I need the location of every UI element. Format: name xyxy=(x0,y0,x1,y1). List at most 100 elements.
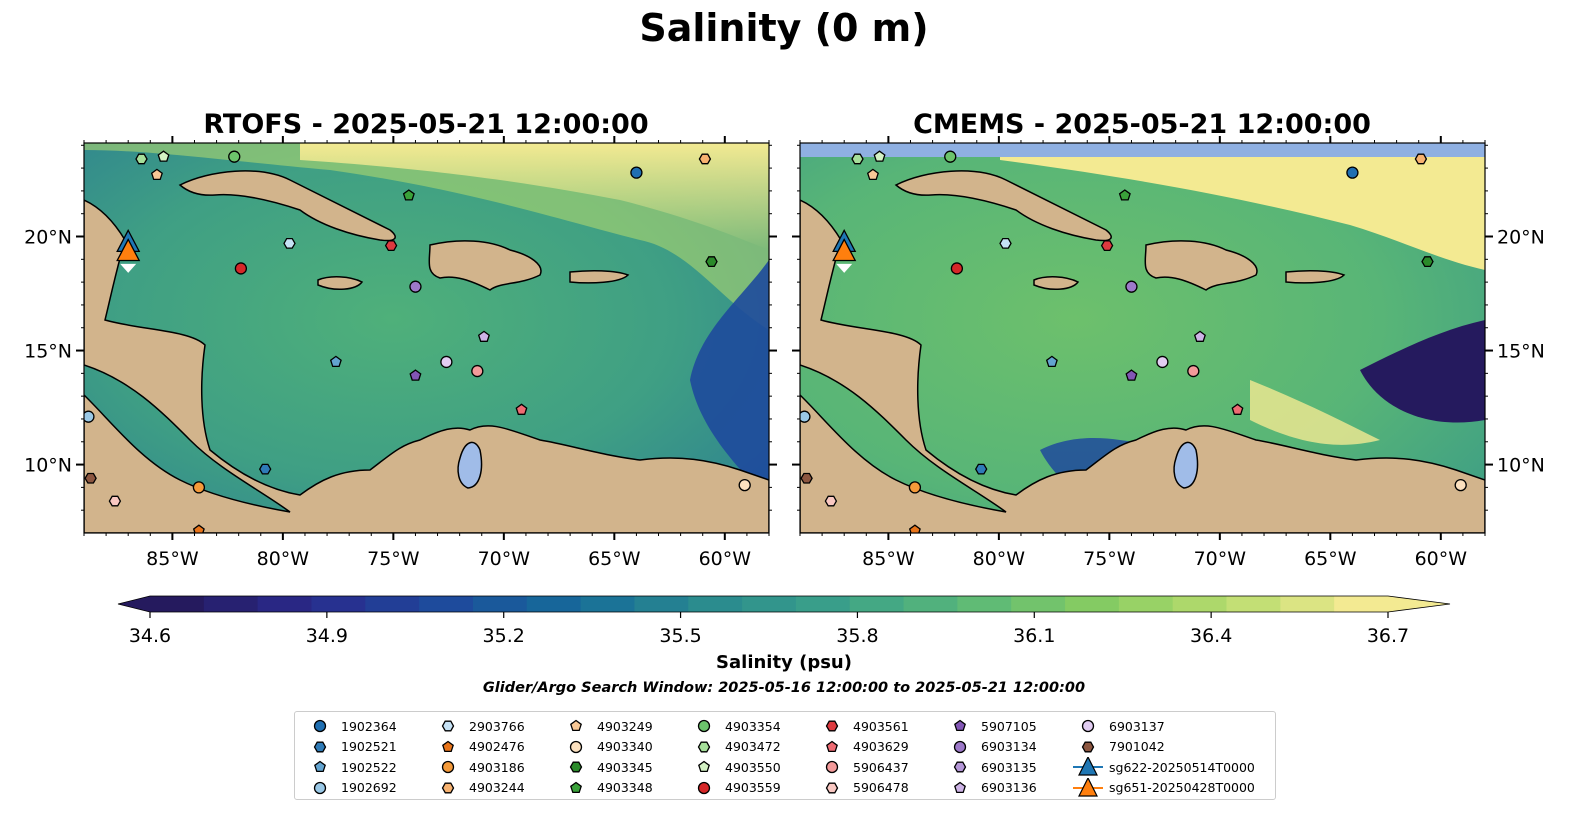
float-marker-6903136 xyxy=(477,330,490,342)
legend-marker-icon xyxy=(1073,777,1103,797)
jamaica-land xyxy=(317,276,364,290)
legend-marker-icon xyxy=(953,740,967,753)
no-data-strip xyxy=(800,143,1485,157)
float-marker-4902476 xyxy=(192,524,205,533)
lon-tick-label: 70°W xyxy=(478,548,531,570)
legend-marker-icon xyxy=(826,740,838,752)
lake-maracaibo xyxy=(1173,441,1199,489)
legend-marker-icon xyxy=(441,782,455,794)
colorbar-min-extension xyxy=(118,596,150,612)
legend-marker-icon xyxy=(570,719,582,732)
legend-item: 4903340 xyxy=(559,737,687,758)
float-marker-2903766 xyxy=(999,237,1012,249)
low-salinity-east-region xyxy=(1360,320,1485,423)
lon-tick-label: 80°W xyxy=(973,548,1026,570)
legend-label: sg622-20250514T0000 xyxy=(1109,759,1255,775)
legend-label: 4903559 xyxy=(725,780,781,796)
float-marker-4902476 xyxy=(908,524,921,533)
colorbar-step xyxy=(795,596,851,612)
legend-marker-icon xyxy=(442,740,454,752)
float-marker-4903559 xyxy=(234,262,248,275)
legend-marker xyxy=(825,782,839,794)
float-marker-4903340 xyxy=(738,478,751,492)
float-marker-6903137 xyxy=(1156,355,1169,369)
high-salinity-band xyxy=(1250,380,1380,445)
legend-marker xyxy=(441,761,455,774)
colorbar-step xyxy=(1280,596,1335,612)
legend-label: 2903766 xyxy=(469,718,525,734)
high-salinity-north-region xyxy=(1000,143,1485,270)
cmems-map-axes: 85°W 80°W 75°W 70°W 65°W 60°W 20°N 15°N 10°N xyxy=(792,136,1545,570)
float-marker-1902521 xyxy=(258,463,272,475)
colorbar-step xyxy=(150,596,205,612)
figure-title: Salinity (0 m) xyxy=(639,6,928,50)
legend-marker-icon xyxy=(697,720,711,733)
float-marker-7901042 xyxy=(84,472,97,484)
float-marker-4903550 xyxy=(157,150,170,162)
legend-label: 1902692 xyxy=(341,780,397,796)
colorbar-step xyxy=(1172,596,1228,612)
rtofs-map-title: RTOFS - 2025-05-21 12:00:00 xyxy=(203,109,648,140)
legend-label: 4903186 xyxy=(469,759,525,775)
land-layer xyxy=(800,170,1485,533)
colorbar-step xyxy=(1118,596,1174,612)
legend-marker xyxy=(1081,720,1095,733)
legend-marker xyxy=(314,760,326,773)
legend-item: 7901042 xyxy=(1071,737,1271,758)
float-marker-1902692 xyxy=(800,410,811,423)
float-marker-1902692 xyxy=(84,410,95,423)
lon-tick-label: 75°W xyxy=(367,548,420,570)
legend-marker xyxy=(953,740,967,753)
lon-tick-label: 85°W xyxy=(862,548,915,570)
legend-label: 5907105 xyxy=(981,718,1037,734)
legend-label: 6903134 xyxy=(981,739,1037,755)
float-marker-6903136 xyxy=(1193,330,1206,342)
puerto-rico-land xyxy=(1285,270,1346,284)
float-markers xyxy=(800,150,1467,533)
colorbar-step xyxy=(1334,596,1389,612)
colorbar-tick-label: 35.5 xyxy=(659,625,701,647)
float-marker-4903186 xyxy=(192,481,206,494)
cmems-map-title: CMEMS - 2025-05-21 12:00:00 xyxy=(913,109,1371,140)
high-salinity-northeast-region xyxy=(300,143,769,250)
legend-marker xyxy=(313,781,327,794)
lon-tick-label: 65°W xyxy=(588,548,641,570)
float-marker-1902364 xyxy=(630,166,643,179)
legend-marker-icon xyxy=(570,781,582,793)
float-marker-4903244 xyxy=(1414,153,1428,165)
float-marker-4903345 xyxy=(705,256,718,268)
float-marker-1902521 xyxy=(974,463,988,475)
legend-marker-icon xyxy=(954,781,966,793)
colorbar-step xyxy=(903,596,958,612)
colorbar-tick-label: 34.6 xyxy=(129,625,171,647)
glider-marker-sg651-20250428T0000 xyxy=(116,238,141,262)
colorbar-step xyxy=(580,596,635,612)
legend-label: 4903561 xyxy=(853,718,909,734)
salinity-colorbar: 34.6 34.9 35.2 35.5 35.8 36.1 36.4 36.7 Salinit… xyxy=(117,595,1451,696)
lon-tick-label: 65°W xyxy=(1304,548,1357,570)
legend-marker-icon xyxy=(1073,757,1103,776)
legend-marker-icon xyxy=(569,740,583,753)
cmems-map-frame xyxy=(799,142,1486,534)
legend-item: 4903345 xyxy=(559,757,687,778)
legend-label: 6903137 xyxy=(1109,718,1165,734)
colorbar-tick-label: 35.2 xyxy=(483,625,525,647)
legend-marker-icon xyxy=(953,761,967,773)
legend-marker-icon xyxy=(441,720,455,732)
legend-item: 6903135 xyxy=(943,757,1071,778)
legend-item: 5907105 xyxy=(943,716,1071,737)
legend-item: 4903354 xyxy=(687,716,815,737)
lat-tick-label: 10°N xyxy=(24,455,72,477)
lake-maracaibo xyxy=(457,441,483,489)
legend-item: 5906478 xyxy=(815,778,943,799)
legend-label: 5906437 xyxy=(853,759,909,775)
central-america-land xyxy=(84,199,769,533)
legend: 1902364 1902521 1902522 1902692 2903766 49024… xyxy=(294,711,1276,800)
search-window-note: Glider/Argo Search Window: 2025-05-16 12… xyxy=(483,680,1085,696)
colorbar-step xyxy=(742,596,797,612)
legend-marker xyxy=(569,761,583,773)
float-marker-4903354 xyxy=(944,150,957,163)
float-marker-5907105 xyxy=(1125,369,1138,381)
legend-marker xyxy=(954,781,966,793)
